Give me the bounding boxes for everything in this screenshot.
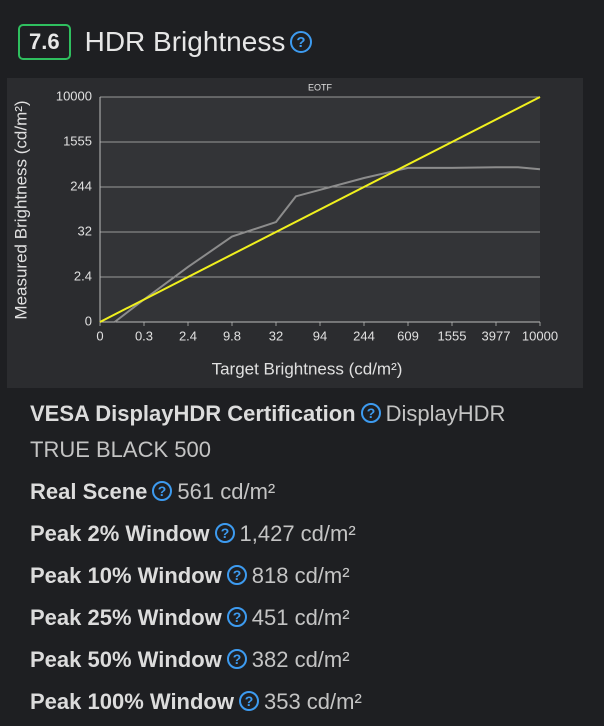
- y-tick-label: 10000: [56, 88, 92, 103]
- x-tick-label: 32: [269, 328, 283, 343]
- series-line: [99, 96, 541, 323]
- spec-value: 382 cd/m²: [251, 647, 350, 672]
- series-line: [114, 166, 541, 323]
- spec-label: Peak 2% Window: [30, 521, 210, 546]
- svg-text:?: ?: [220, 525, 229, 541]
- x-tick-label: 94: [313, 328, 327, 343]
- help-icon[interactable]: ?: [226, 564, 248, 586]
- x-tick-label: 609: [397, 328, 419, 343]
- svg-text:?: ?: [297, 34, 306, 51]
- spec-value: 353 cd/m²: [263, 689, 362, 714]
- help-icon[interactable]: ?: [151, 480, 173, 502]
- spec-value: 451 cd/m²: [251, 605, 350, 630]
- spec-value: 818 cd/m²: [251, 563, 350, 588]
- x-tick-label: 0: [96, 328, 103, 343]
- spec-value: 561 cd/m²: [177, 479, 276, 504]
- spec-row: Peak 10% Window? 818 cd/m²: [30, 558, 570, 594]
- spec-row: Peak 25% Window? 451 cd/m²: [30, 600, 570, 636]
- svg-text:?: ?: [232, 609, 241, 625]
- spec-label: Peak 50% Window: [30, 647, 222, 672]
- header: 7.6 HDR Brightness ?: [18, 24, 317, 60]
- svg-text:?: ?: [232, 651, 241, 667]
- help-icon[interactable]: ?: [214, 522, 236, 544]
- x-tick-label: 9.8: [223, 328, 241, 343]
- section-title: HDR Brightness: [84, 26, 286, 57]
- x-tick-label: 244: [353, 328, 375, 343]
- spec-row: VESA DisplayHDR Certification? DisplayHDR…: [30, 396, 570, 468]
- x-axis-title: Target Brightness (cd/m²): [212, 359, 403, 378]
- x-tick-label: 0.3: [135, 328, 153, 343]
- spec-label: Real Scene: [30, 479, 148, 504]
- spec-label: Peak 25% Window: [30, 605, 222, 630]
- help-icon[interactable]: ?: [238, 690, 260, 712]
- x-tick-label: 10000: [522, 328, 558, 343]
- help-icon[interactable]: ?: [289, 30, 313, 54]
- spec-label: Peak 10% Window: [30, 563, 222, 588]
- y-tick-label: 244: [70, 178, 92, 193]
- y-tick-label: 2.4: [74, 268, 92, 283]
- svg-text:?: ?: [245, 693, 254, 709]
- spec-value: DisplayHDR TRUE BLACK 500: [30, 401, 506, 462]
- spec-row: Peak 50% Window? 382 cd/m²: [30, 642, 570, 678]
- spec-list: VESA DisplayHDR Certification? DisplayHDR…: [30, 396, 570, 726]
- x-tick-label: 1555: [438, 328, 467, 343]
- y-tick-label: 32: [78, 223, 92, 238]
- x-tick-label: 2.4: [179, 328, 197, 343]
- svg-text:?: ?: [158, 483, 167, 499]
- spec-label: VESA DisplayHDR Certification: [30, 401, 356, 426]
- chart-title: EOTF: [308, 82, 333, 92]
- y-tick-label: 0: [85, 313, 92, 328]
- spec-row: Peak 100% Window? 353 cd/m²: [30, 684, 570, 720]
- score-badge: 7.6: [18, 24, 71, 60]
- spec-value: 1,427 cd/m²: [239, 521, 356, 546]
- y-tick-label: 1555: [63, 133, 92, 148]
- svg-text:?: ?: [232, 567, 241, 583]
- spec-row: Real Scene? 561 cd/m²: [30, 474, 570, 510]
- spec-label: Peak 100% Window: [30, 689, 234, 714]
- spec-row: Peak 2% Window? 1,427 cd/m²: [30, 516, 570, 552]
- svg-text:?: ?: [366, 405, 375, 421]
- y-axis-title: Measured Brightness (cd/m²): [11, 100, 30, 319]
- x-tick-label: 3977: [482, 328, 511, 343]
- chart: EOTF Target Brightness (cd/m²) Measured …: [7, 78, 583, 388]
- help-icon[interactable]: ?: [360, 402, 382, 424]
- help-icon[interactable]: ?: [226, 606, 248, 628]
- help-icon[interactable]: ?: [226, 648, 248, 670]
